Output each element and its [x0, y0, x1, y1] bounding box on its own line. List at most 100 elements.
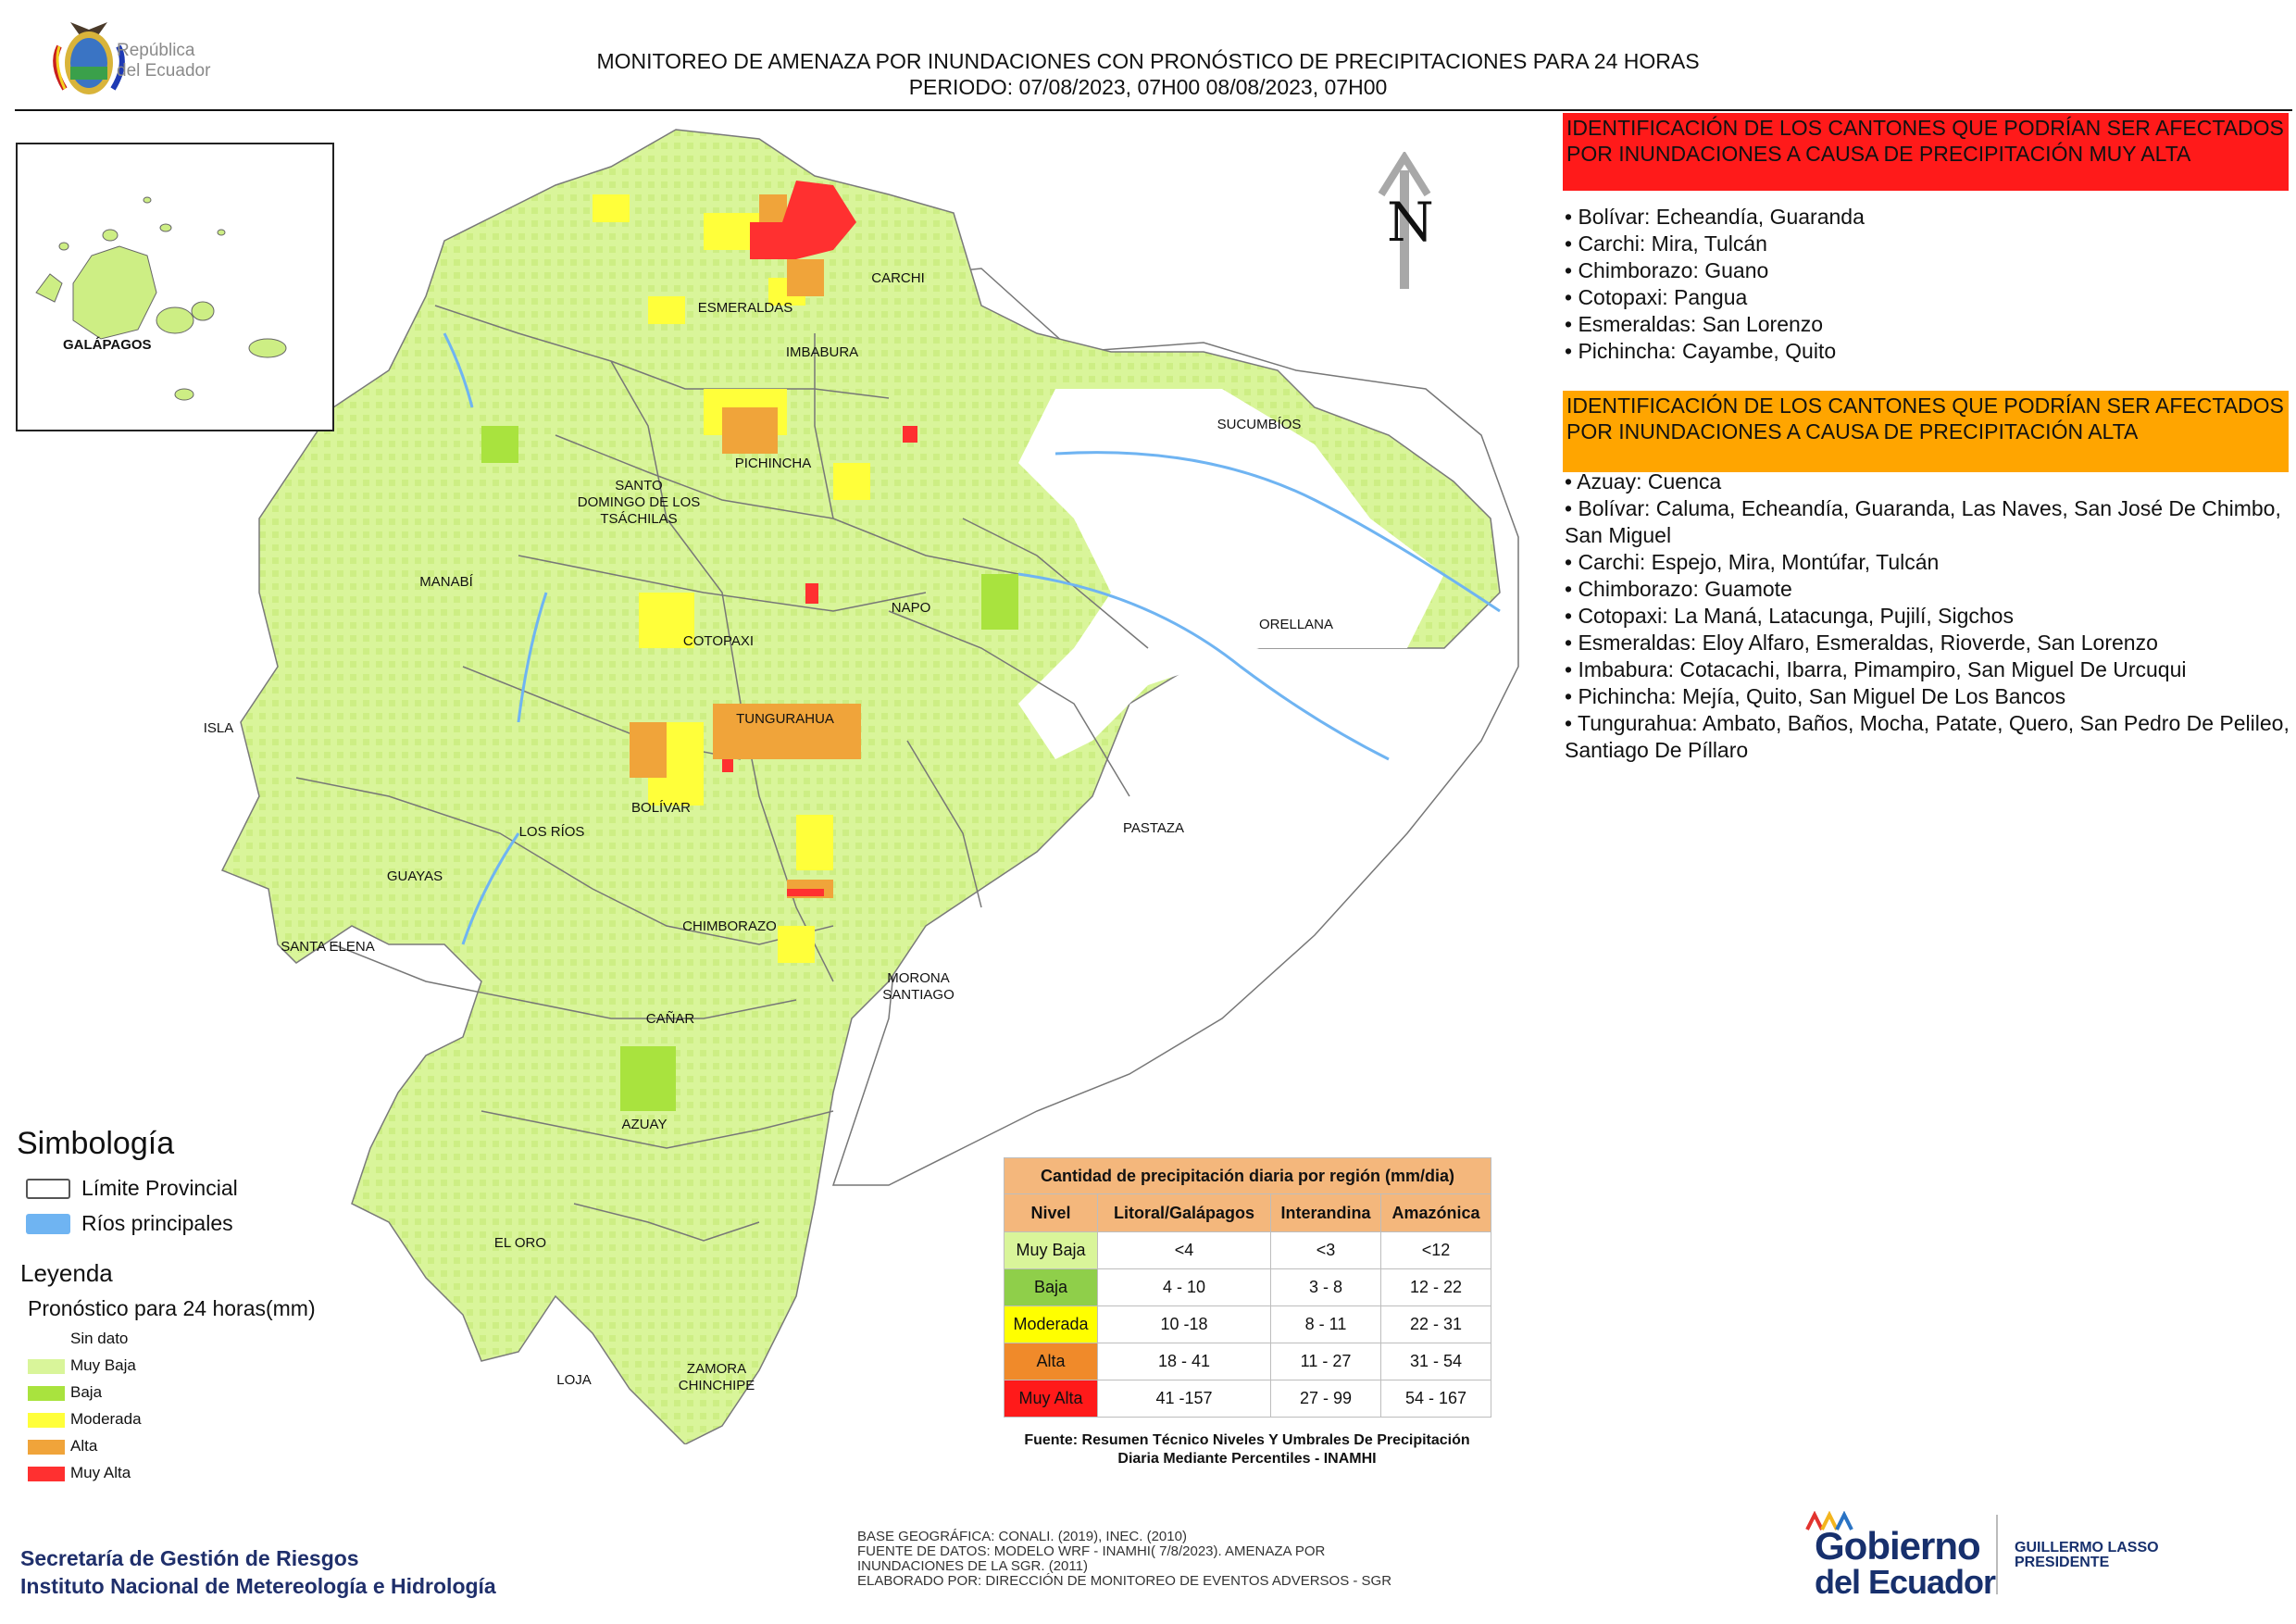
label-chimborazo: CHIMBORAZO	[682, 918, 777, 934]
legend-swatch	[28, 1359, 65, 1374]
header-litoral: Litoral/Galápagos	[1097, 1193, 1271, 1232]
label-carchi: CARCHI	[871, 270, 925, 286]
interandina-cell: 8 - 11	[1270, 1305, 1381, 1343]
list-item: • Cotopaxi: La Maná, Latacunga, Pujilí, …	[1565, 604, 2014, 628]
logo-text-line1: República	[117, 41, 195, 60]
list-item: • Chimborazo: Guamote	[1565, 577, 1792, 601]
page-title: MONITOREO DE AMENAZA POR INUNDACIONES CO…	[407, 48, 1889, 100]
label-pastaza: PASTAZA	[1122, 820, 1185, 836]
litoral-cell: 4 - 10	[1097, 1268, 1271, 1306]
list-item: • Azuay: Cuenca	[1565, 469, 1722, 493]
amazonica-cell: <12	[1380, 1231, 1491, 1269]
level-cell: Muy Baja	[1004, 1231, 1098, 1269]
litoral-cell: 41 -157	[1097, 1380, 1271, 1418]
list-item: • Chimborazo: Guano	[1565, 258, 1769, 282]
president-line1: GUILLERMO LASSO	[2015, 1540, 2159, 1555]
label-manabi: MANABÍ	[419, 574, 473, 590]
label-loja: LOJA	[556, 1372, 592, 1388]
credit-line: FUENTE DE DATOS: MODELO WRF - INAMHI( 7/…	[857, 1543, 1326, 1559]
list-item: • Tungurahua: Ambato, Baños, Mocha, Pata…	[1565, 711, 2290, 762]
level-cell: Alta	[1004, 1343, 1098, 1380]
legend-swatch	[28, 1413, 65, 1428]
symbology-title: Simbología	[17, 1126, 175, 1161]
coat-of-arms-logo	[53, 22, 125, 94]
label-el-oro: EL ORO	[493, 1235, 547, 1251]
table-body: Muy Baja <4 <3 <12 Baja 4 - 10 3 - 8 12 - 22 Mod…	[1004, 1231, 1491, 1418]
label-galapagos: GALÁPAGOS	[63, 337, 152, 353]
header-interandina: Interandina	[1270, 1193, 1381, 1232]
provincial-boundaries	[295, 305, 1149, 1242]
legend-label: Baja	[70, 1383, 103, 1401]
precip-alta	[630, 194, 861, 898]
org-line1: Secretaría de Gestión de Riesgos	[20, 1546, 359, 1570]
table-row: Moderada 10 -18 8 - 11 22 - 31	[1004, 1305, 1491, 1343]
president-name: GUILLERMO LASSO PRESIDENTE	[2015, 1541, 2159, 1570]
label-zamora-chinchipe: ZAMORA CHINCHIPE	[678, 1361, 755, 1393]
label-imbabura: IMBABURA	[785, 344, 859, 360]
legend-swatch	[28, 1467, 65, 1481]
list-item: • Esmeraldas: Eloy Alfaro, Esmeraldas, R…	[1565, 631, 2158, 655]
logo-text: República del Ecuador	[117, 41, 210, 81]
list-alta: • Azuay: Cuenca • Bolívar: Caluma, Echea…	[1565, 468, 2290, 764]
header-nivel: Nivel	[1004, 1193, 1098, 1232]
symbology-label: Ríos principales	[81, 1211, 233, 1235]
label-isla: ISLA	[203, 720, 234, 736]
interandina-cell: 27 - 99	[1270, 1380, 1381, 1418]
label-orellana: ORELLANA	[1258, 617, 1334, 632]
galapagos-inset	[16, 143, 334, 431]
label-los-rios: LOS RÍOS	[518, 824, 585, 840]
threshold-table: Cantidad de precipitación diaria por reg…	[1004, 1157, 1491, 1418]
legend-subtitle: Pronóstico para 24 horas(mm)	[28, 1296, 316, 1320]
litoral-cell: 10 -18	[1097, 1305, 1271, 1343]
label-bolivar: BOLÍVAR	[631, 800, 691, 816]
header-divider	[15, 109, 2292, 111]
legend-swatch	[28, 1440, 65, 1455]
table-row: Alta 18 - 41 11 - 27 31 - 54	[1004, 1343, 1491, 1380]
list-item: • Pichincha: Cayambe, Quito	[1565, 339, 1837, 363]
north-letter: N	[1387, 191, 1434, 254]
north-arrow-icon	[1378, 152, 1431, 289]
label-pichincha: PICHINCHA	[734, 456, 812, 471]
precip-muy-alta	[722, 181, 917, 896]
galapagos-islands	[35, 196, 287, 401]
label-tungurahua: TUNGURAHUA	[736, 711, 834, 727]
legend-label: Alta	[70, 1437, 98, 1455]
level-cell: Moderada	[1004, 1305, 1098, 1343]
legend-label: Moderada	[70, 1410, 142, 1428]
label-morona-santiago: MORONA SANTIAGO	[882, 970, 955, 1003]
title-line1: MONITOREO DE AMENAZA POR INUNDACIONES CO…	[596, 49, 1700, 73]
footer-organizations: Secretaría de Gestión de Riesgos Institu…	[20, 1544, 496, 1600]
header-amazonica: Amazónica	[1380, 1193, 1491, 1232]
legend-swatch	[28, 1332, 65, 1347]
level-cell: Muy Alta	[1004, 1380, 1098, 1418]
level-cell: Baja	[1004, 1268, 1098, 1306]
legend-label: Muy Baja	[70, 1356, 136, 1374]
list-item: • Bolívar: Echeandía, Guaranda	[1565, 205, 1865, 229]
table-row: Baja 4 - 10 3 - 8 12 - 22	[1004, 1268, 1491, 1306]
label-azuay: AZUAY	[621, 1117, 668, 1132]
footer-credits: BASE GEOGRÁFICA: CONALI. (2019), INEC. (…	[857, 1530, 1391, 1589]
gobierno-text: Gobierno	[1815, 1524, 1981, 1568]
symbology-label: Límite Provincial	[81, 1176, 238, 1200]
litoral-cell: 18 - 41	[1097, 1343, 1271, 1380]
list-item: • Pichincha: Mejía, Quito, San Miguel De…	[1565, 684, 2066, 708]
amazonica-cell: 22 - 31	[1380, 1305, 1491, 1343]
rivers	[443, 332, 1501, 945]
amazonica-cell: 31 - 54	[1380, 1343, 1491, 1380]
label-santa-elena: SANTA ELENA	[281, 939, 375, 955]
label-napo: NAPO	[891, 600, 931, 616]
list-item: • Imbabura: Cotacachi, Ibarra, Pimampiro…	[1565, 657, 2187, 681]
del-ecuador-text: del Ecuador	[1815, 1563, 1996, 1601]
label-guayas: GUAYAS	[386, 868, 443, 884]
table-caption: Cantidad de precipitación diaria por reg…	[1004, 1157, 1491, 1194]
amazonica-cell: 54 - 167	[1380, 1380, 1491, 1418]
credit-line: INUNDACIONES DE LA SGR. (2011)	[857, 1558, 1088, 1574]
table-row: Muy Baja <4 <3 <12	[1004, 1231, 1491, 1269]
legend-title: Leyenda	[20, 1259, 113, 1287]
credit-line: BASE GEOGRÁFICA: CONALI. (2019), INEC. (…	[857, 1529, 1187, 1544]
legend-label: Sin dato	[70, 1330, 129, 1347]
list-item: • Carchi: Mira, Tulcán	[1565, 231, 1767, 256]
interandina-cell: 11 - 27	[1270, 1343, 1381, 1380]
footer-divider	[1996, 1515, 1998, 1594]
interandina-cell: <3	[1270, 1231, 1381, 1269]
